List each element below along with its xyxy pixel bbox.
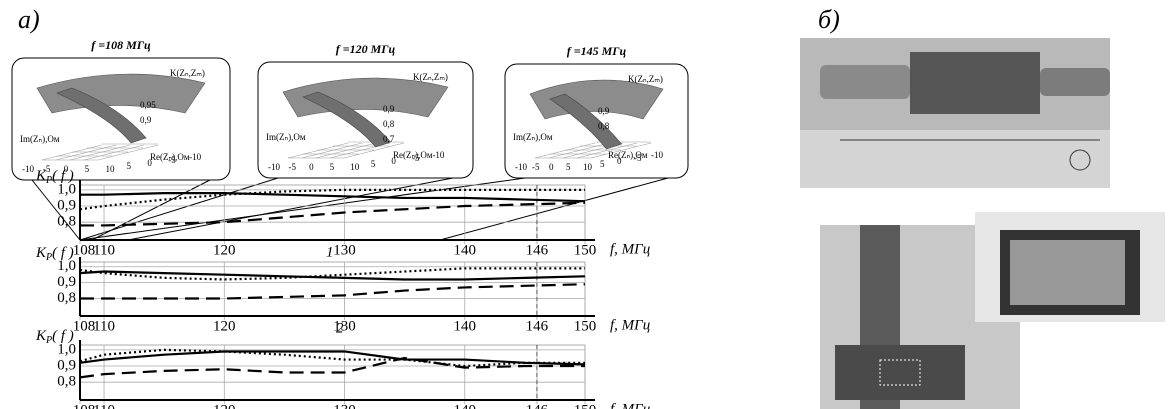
y-axis-label: KP( f ) [35,245,74,263]
z-tick: 0,7 [383,134,395,144]
x-tick-label: 108 [73,318,96,334]
x-tick-label: 146 [526,318,549,334]
axis-tick: -10 [189,152,201,162]
axis-tick: -5 [168,155,176,165]
y-axis-label-part: ( f ) [52,328,74,344]
axis-tick: 5 [371,159,376,169]
axis-tick: -5 [412,153,420,163]
axis-tick: 10 [583,162,593,172]
axis-tick: 5 [566,162,571,172]
chart-caption: 2 [336,320,344,336]
x-tick-label: 130 [333,402,356,409]
y-tick-label: 0,8 [57,290,76,306]
axis-tick: -10 [651,150,663,160]
axis-tick: 5 [126,161,131,171]
axis-tick: 0 [309,162,314,172]
z-tick: 0,9 [598,106,610,116]
series-line [80,351,585,364]
panel-label: б) [818,5,840,34]
im-label: Im(Zₙ),Ом [513,132,553,142]
x-tick-label: 146 [526,402,549,409]
y-tick-label: 0,8 [57,214,76,230]
figure: а) б) f =108 МГцK(Zₙ,Zₘ)0,950,9Im(Zₙ),Ом… [0,0,1170,409]
y-axis-label: KP( f ) [35,168,74,186]
series-line [80,284,585,298]
re-label: Re(Zₙ),Ом [608,150,648,160]
axis-tick: -10 [432,150,444,160]
inset-title: f =108 МГц [91,38,151,52]
plot-frame [80,262,585,316]
z-tick: 0,8 [383,119,395,129]
y-tick-label: 0,9 [57,274,76,290]
axis-tick: 0 [147,158,152,168]
z-tick: 0,95 [140,100,156,110]
x-tick-label: 140 [454,318,477,334]
y-axis-label-part: P [45,335,52,346]
x-tick-label: 150 [574,242,597,258]
axis-tick: 10 [106,164,116,174]
z-label: K(Zₙ,Zₘ) [413,72,448,82]
x-tick-label: 146 [526,242,549,258]
x-tick-label: 120 [213,402,236,409]
y-tick-label: 0,9 [57,357,76,373]
im-label: Im(Zₙ),Ом [20,134,60,144]
y-tick-label: 0,8 [57,374,76,390]
x-axis-label: f, МГц [610,401,650,409]
z-tick: 0,9 [140,115,152,125]
z-tick: 0,9 [383,104,395,114]
y-tick-label: 0,9 [57,197,76,213]
z-label: K(Zₙ,Zₘ) [170,68,205,78]
x-tick-label: 110 [93,242,115,258]
axis-tick: -10 [515,162,527,172]
chart-caption: 1 [326,244,334,260]
axis-tick: -5 [289,162,297,172]
y-axis-label-part: ( f ) [52,168,74,184]
axis-tick: 5 [600,159,605,169]
panel-label: а) [18,5,40,34]
y-axis-label-part: P [45,252,52,263]
axis-tick: 5 [330,162,335,172]
y-axis-label-part: P [45,175,52,186]
z-tick: 0,8 [598,121,610,131]
photo-field [820,212,1165,409]
axis-tick: 0 [391,156,396,166]
inset-title: f =145 МГц [567,44,627,58]
connector [80,178,525,240]
x-tick-label: 108 [73,242,96,258]
axis-tick: -5 [634,153,642,163]
axis-tick: 5 [85,164,90,174]
axis-tick: 0 [549,162,554,172]
x-axis-label: f, МГц [610,241,650,257]
y-axis-label-part: ( f ) [52,245,74,261]
axis-tick: -5 [532,162,540,172]
x-tick-label: 108 [73,402,96,409]
inset-title: f =120 МГц [336,42,396,56]
y-axis-label: KP( f ) [35,328,74,346]
x-tick-label: 140 [454,242,477,258]
axis-tick: -10 [22,164,34,174]
z-label: K(Zₙ,Zₘ) [628,74,663,84]
x-tick-label: 120 [213,318,236,334]
x-tick-label: 110 [93,402,115,409]
x-tick-label: 120 [213,242,236,258]
x-tick-label: 140 [454,402,477,409]
photo-device [800,38,1110,188]
axis-tick: -10 [268,162,280,172]
x-tick-label: 110 [93,318,115,334]
x-axis-label: f, МГц [610,317,650,333]
x-tick-label: 150 [574,402,597,409]
im-label: Im(Zₙ),Ом [266,132,306,142]
axis-tick: 10 [350,162,360,172]
x-tick-label: 150 [574,318,597,334]
connector [440,178,668,240]
x-tick-label: 130 [333,242,356,258]
axis-tick: 0 [617,156,622,166]
